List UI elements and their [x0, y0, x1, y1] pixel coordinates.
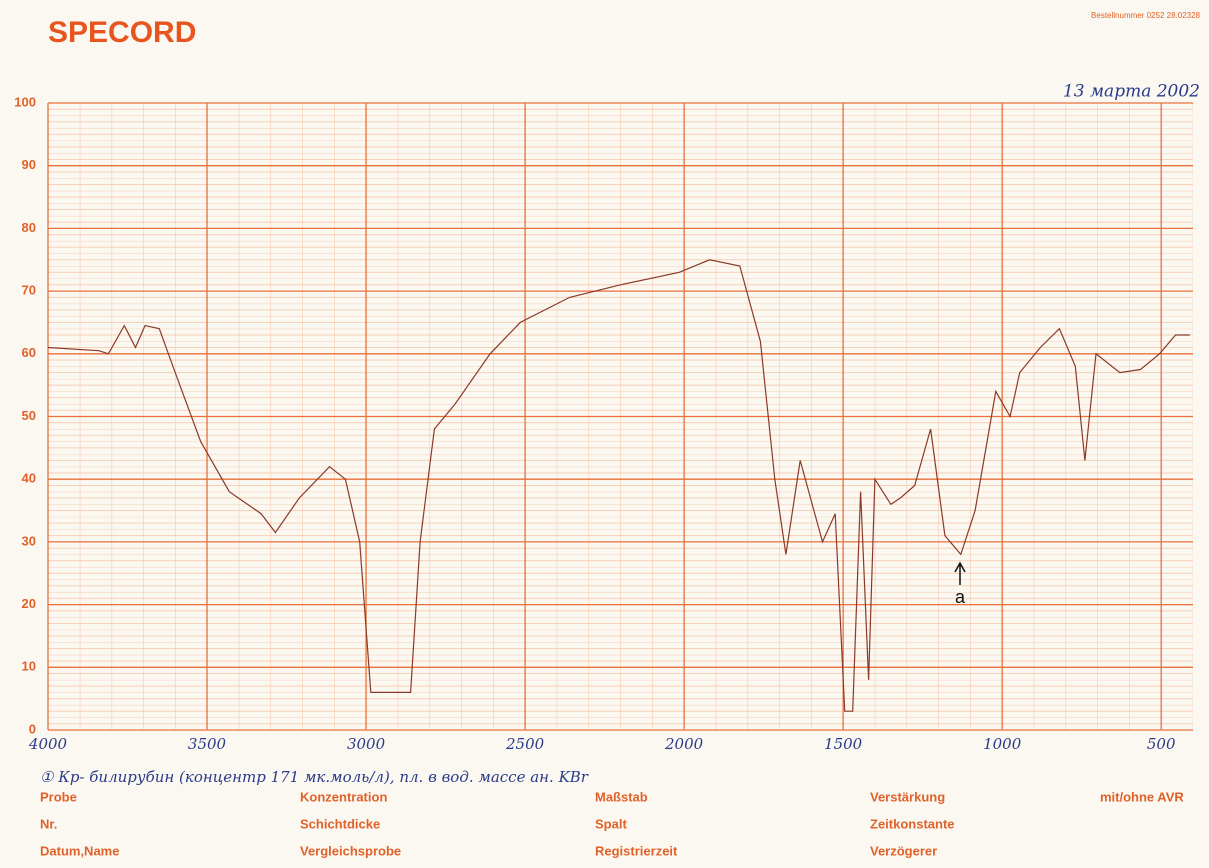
- x-tick-label: 2000: [664, 735, 704, 753]
- y-tick-label: 70: [22, 283, 36, 298]
- y-tick-label: 60: [22, 345, 36, 360]
- form-label: Probe: [40, 789, 77, 804]
- form-label: Maßstab: [595, 789, 648, 804]
- form-label: Registrierzeit: [595, 843, 678, 858]
- form-label: Zeitkonstante: [870, 816, 955, 831]
- chart: SPECORD Bestellnummer 0252 28.02328 13 м…: [0, 0, 1209, 868]
- chart-title: SPECORD: [48, 16, 196, 49]
- y-tick-label: 100: [14, 94, 36, 109]
- annotation: a: [955, 587, 966, 607]
- date: 13 марта 2002: [1063, 82, 1200, 102]
- form-label: Konzentration: [300, 789, 387, 804]
- y-tick-label: 20: [22, 596, 36, 611]
- y-tick-label: 40: [22, 471, 36, 486]
- note: ① Кр- билирубин (концентр 171 мк.моль/л)…: [40, 768, 589, 786]
- form-label: Schichtdicke: [300, 816, 380, 831]
- form-label: Spalt: [595, 816, 627, 831]
- x-tick-label: 2500: [505, 735, 545, 753]
- x-tick-label: 3500: [188, 735, 227, 753]
- y-tick-label: 10: [22, 659, 36, 674]
- x-tick-label: 500: [1147, 735, 1176, 753]
- form-label: Verzögerer: [870, 843, 937, 858]
- y-tick-label: 80: [22, 220, 36, 235]
- form-label: mit/ohne AVR: [1100, 789, 1184, 804]
- form: Probe Konzentration Maßstab Verstärkung mit/…: [40, 789, 1184, 858]
- form-label: Verstärkung: [870, 789, 945, 804]
- form-label: Vergleichsprobe: [300, 843, 401, 858]
- x-tick-label: 1000: [983, 735, 1022, 753]
- form-label: Nr.: [40, 816, 57, 831]
- x-tick-label: 1500: [824, 735, 863, 753]
- y-tick-label: 30: [22, 533, 36, 548]
- x-tick-label: 4000: [28, 735, 68, 753]
- y-tick-label: 50: [22, 408, 36, 423]
- form-label: Datum,Name: [40, 843, 119, 858]
- x-tick-label: 3000: [347, 735, 386, 753]
- y-tick-label: 90: [22, 157, 36, 172]
- order-number: Bestellnummer 0252 28.02328: [1091, 11, 1201, 20]
